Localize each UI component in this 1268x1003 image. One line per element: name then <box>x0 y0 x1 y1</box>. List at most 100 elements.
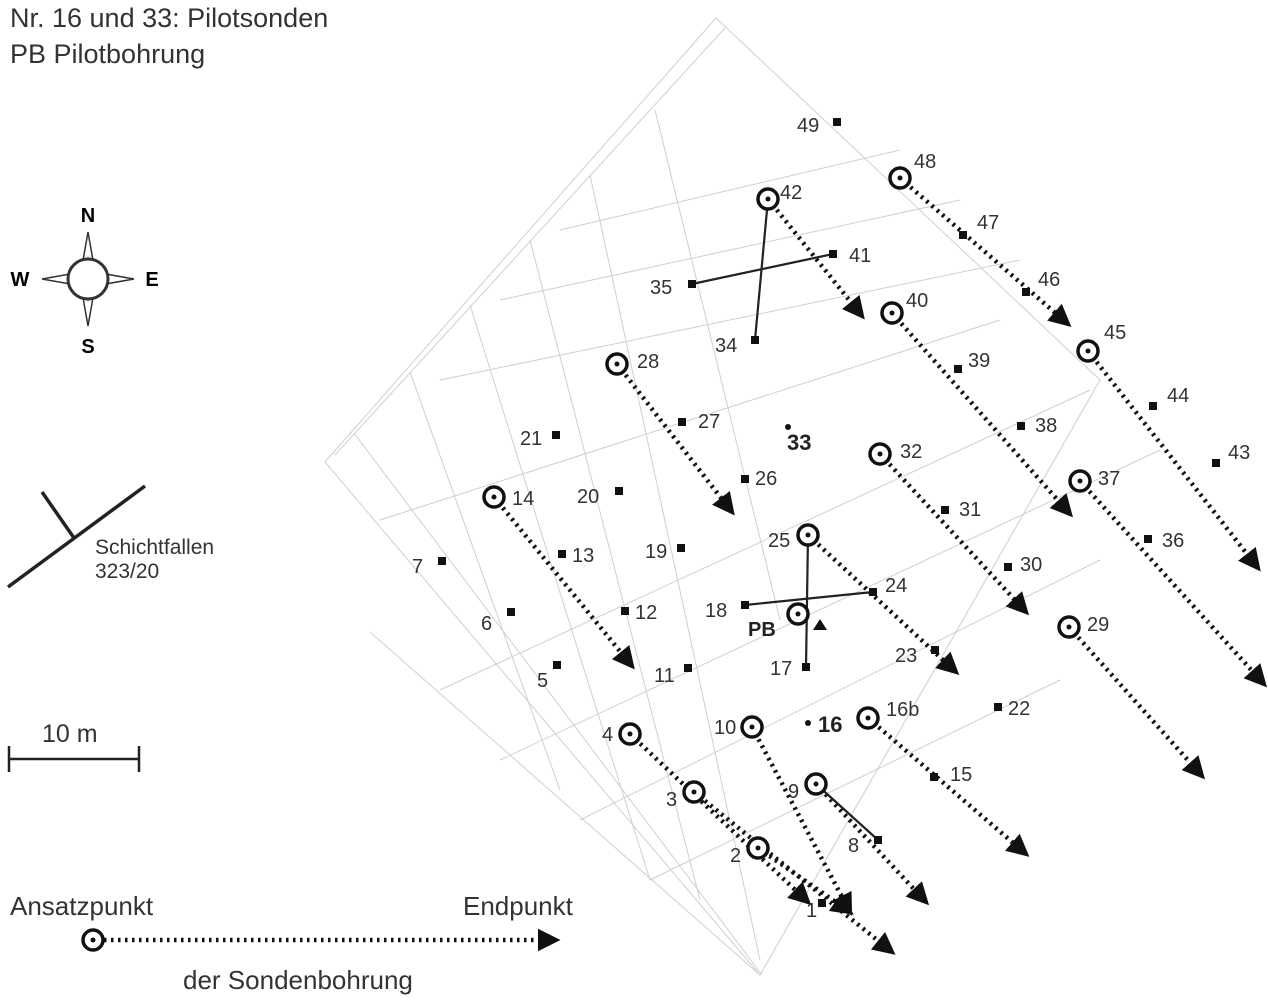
probe-square-marker <box>954 365 962 373</box>
probe-point-20: 20 <box>577 486 623 508</box>
pilot-33-label: 33 <box>787 430 811 455</box>
probe-point-2: 2 <box>730 836 770 867</box>
title-line-1: Nr. 16 und 33: Pilotsonden <box>10 3 329 33</box>
probe-label: 44 <box>1167 385 1189 407</box>
compass-n: N <box>81 205 95 227</box>
probe-label: 9 <box>788 781 799 803</box>
probe-square-marker <box>1212 459 1220 467</box>
probe-point-25: 25 <box>768 523 820 552</box>
probe-square-marker <box>438 557 446 565</box>
probe-label: 22 <box>1008 698 1030 720</box>
probe-label: 48 <box>914 151 936 173</box>
probe-label: 10 <box>714 717 736 739</box>
probe-point-41: 41 <box>829 245 871 267</box>
pilot-16-dot <box>805 720 811 726</box>
probe-square-marker <box>874 836 882 844</box>
compass-s: S <box>81 336 94 358</box>
probe-point-3: 3 <box>666 780 706 811</box>
probe-point-18: 18 <box>705 600 749 622</box>
probe-point-39: 39 <box>954 350 990 373</box>
probe-square-marker <box>751 336 759 344</box>
probe-square-marker <box>621 607 629 615</box>
pilot-markers: 33 16 PB <box>748 424 842 737</box>
probe-label: 19 <box>645 541 667 563</box>
triangle-icon <box>813 619 827 630</box>
probe-point-29: 29 <box>1057 614 1109 639</box>
probe-label: 25 <box>768 530 790 552</box>
probe-point-31: 31 <box>941 499 981 521</box>
probe-point-45: 45 <box>1076 322 1126 363</box>
probe-label: 45 <box>1104 322 1126 344</box>
probe-square-marker <box>941 506 949 514</box>
probe-point-17: 17 <box>770 658 810 680</box>
probe-label: 21 <box>520 428 542 450</box>
probe-point-1: 1 <box>806 899 826 922</box>
probe-square-marker <box>1017 422 1025 430</box>
pilot-33-dot <box>785 424 791 430</box>
probe-label: 15 <box>950 764 972 786</box>
probe-square-marker <box>829 250 837 258</box>
probe-point-36: 36 <box>1144 530 1184 552</box>
probe-label: 35 <box>650 277 672 299</box>
probe-point-26: 26 <box>741 468 777 490</box>
probe-label: 3 <box>666 789 677 811</box>
probe-point-48: 48 <box>888 151 936 190</box>
probe-label: 16b <box>886 699 919 721</box>
probe-square-marker <box>959 231 967 239</box>
probe-label: 30 <box>1020 554 1042 576</box>
probe-square-marker <box>678 418 686 426</box>
probe-point-9: 9 <box>788 772 828 803</box>
probe-point-24: 24 <box>869 575 907 597</box>
probe-label: 43 <box>1228 442 1250 464</box>
probe-label: 36 <box>1162 530 1184 552</box>
probe-square-marker <box>741 475 749 483</box>
probe-square-marker <box>684 664 692 672</box>
pb-label: PB <box>748 619 776 641</box>
legend-arrow <box>81 928 561 952</box>
probe-label: 6 <box>481 613 492 635</box>
probe-label: 24 <box>885 575 907 597</box>
probe-label: 26 <box>755 468 777 490</box>
probe-point-42: 42 <box>756 182 802 211</box>
probe-label: 1 <box>806 900 817 922</box>
probe-point-7: 7 <box>412 556 446 578</box>
probe-square-marker <box>552 431 560 439</box>
probe-square-marker <box>994 703 1002 711</box>
pilot-16-label: 16 <box>818 712 842 737</box>
probe-square-marker <box>833 118 841 126</box>
compass-w: W <box>11 269 30 291</box>
probe-label: 18 <box>705 600 727 622</box>
probe-point-12: 12 <box>621 602 657 624</box>
survey-lines <box>691 198 879 841</box>
probe-square-marker <box>1149 402 1157 410</box>
probe-square-marker <box>1004 563 1012 571</box>
probe-point-47: 47 <box>959 212 999 239</box>
probe-label: 13 <box>572 545 594 567</box>
probe-point-37: 37 <box>1068 468 1120 493</box>
probe-point-4: 4 <box>602 722 642 746</box>
probe-square-marker <box>1144 535 1152 543</box>
probe-point-5: 5 <box>537 661 561 692</box>
probe-label: 38 <box>1035 415 1057 437</box>
probe-point-22: 22 <box>994 698 1030 720</box>
probe-label: 7 <box>412 556 423 578</box>
probe-square-marker <box>558 550 566 558</box>
scale-label: 10 m <box>42 720 98 748</box>
probe-point-49: 49 <box>797 115 841 137</box>
probe-point-21: 21 <box>520 428 560 450</box>
probe-square-marker <box>869 588 877 596</box>
probe-point-8: 8 <box>848 835 882 857</box>
probe-arrows <box>492 176 1268 955</box>
probe-label: 29 <box>1087 614 1109 636</box>
probe-label: 37 <box>1098 468 1120 490</box>
probe-square-marker <box>930 773 938 781</box>
probe-square-marker <box>818 899 826 907</box>
probe-label: 23 <box>895 645 917 667</box>
dip-value: 323/20 <box>95 560 160 583</box>
probe-point-23: 23 <box>895 645 939 667</box>
probe-label: 32 <box>900 441 922 463</box>
probe-label: 12 <box>635 602 657 624</box>
probe-label: 27 <box>698 411 720 433</box>
probe-square-marker <box>741 601 749 609</box>
